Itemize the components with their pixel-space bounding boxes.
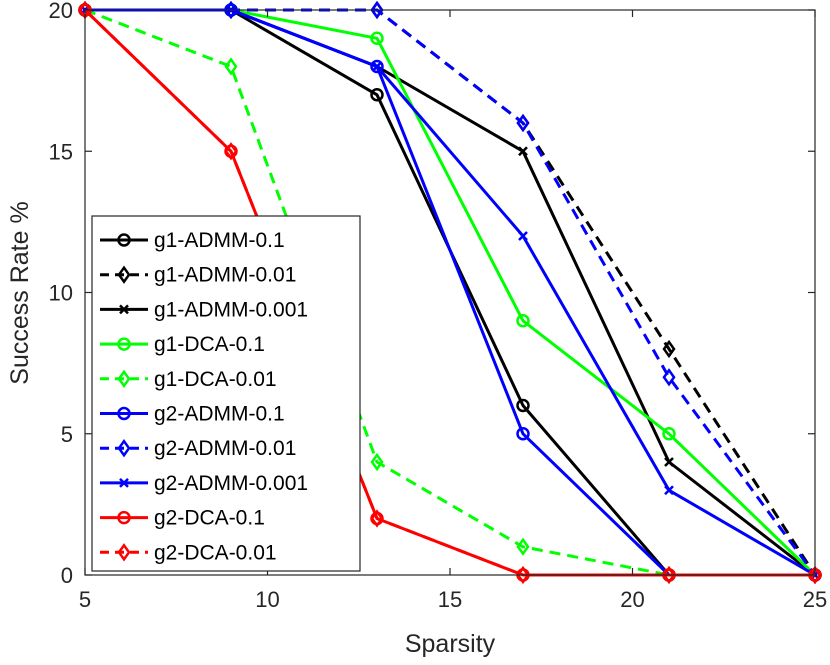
legend-marker	[117, 233, 131, 247]
x-tick-label: 25	[803, 587, 827, 612]
data-point	[372, 61, 382, 72]
data-point	[662, 427, 676, 441]
legend-item: g2-ADMM-0.1	[100, 403, 285, 426]
legend-item: g2-ADMM-0.01	[100, 437, 296, 460]
data-point	[370, 0, 384, 20]
legend-item: g1-DCA-0.1	[100, 333, 265, 356]
legend-marker	[117, 439, 131, 458]
y-tick-label: 5	[61, 422, 73, 447]
data-point	[664, 485, 674, 496]
data-point	[516, 427, 530, 441]
legend-marker	[117, 369, 131, 388]
data-point	[370, 509, 384, 528]
data-point	[518, 231, 528, 241]
legend-label: g1-ADMM-0.01	[154, 264, 296, 287]
data-point	[516, 537, 530, 556]
y-tick-label: 20	[49, 0, 73, 23]
data-point	[516, 398, 530, 413]
data-point	[518, 146, 528, 157]
data-point	[224, 57, 238, 76]
legend-marker	[117, 265, 131, 284]
legend-marker	[119, 478, 129, 488]
legend-label: g1-DCA-0.01	[154, 368, 277, 391]
legend-item: g2-ADMM-0.001	[100, 472, 308, 495]
legend-item: g2-DCA-0.1	[100, 507, 265, 530]
data-point	[662, 368, 676, 387]
legend-marker	[117, 406, 131, 421]
legend-marker	[117, 510, 131, 525]
x-tick-label: 10	[255, 587, 279, 612]
legend-label: g1-ADMM-0.1	[154, 229, 285, 252]
y-tick-label: 0	[61, 563, 73, 588]
series-line	[85, 8, 817, 576]
legend-label: g1-DCA-0.1	[154, 333, 265, 356]
x-tick-label: 5	[79, 587, 91, 612]
data-point	[224, 142, 238, 161]
legend-marker	[119, 304, 129, 315]
data-point	[516, 565, 530, 585]
x-tick-label: 20	[620, 587, 644, 612]
legend-item: g2-DCA-0.01	[100, 541, 277, 564]
x-tick-label: 15	[438, 587, 462, 612]
legend: g1-ADMM-0.1 g1-ADMM-0.01 g1-ADMM-0.001 g1-D…	[91, 215, 361, 572]
legend-item: g1-ADMM-0.1	[100, 229, 285, 252]
data-point	[808, 565, 822, 585]
legend-marker	[117, 543, 131, 562]
legend-label: g2-ADMM-0.001	[154, 472, 308, 495]
data-point	[370, 88, 384, 102]
legend-label: g2-DCA-0.1	[154, 507, 265, 530]
legend-label: g2-DCA-0.01	[154, 541, 277, 564]
legend-item: g1-DCA-0.01	[100, 368, 277, 391]
y-axis-label: Success Rate %	[6, 201, 34, 384]
data-point	[662, 565, 676, 585]
legend-marker	[117, 337, 131, 351]
y-tick-label: 10	[49, 281, 73, 306]
legend-label: g2-ADMM-0.1	[154, 403, 285, 426]
data-point	[370, 452, 384, 472]
y-tick-label: 15	[49, 139, 73, 164]
data-point	[370, 31, 384, 45]
legend-label: g2-ADMM-0.01	[154, 437, 296, 460]
data-point	[662, 339, 676, 359]
legend-item: g1-ADMM-0.001	[100, 298, 308, 321]
legend-label: g1-ADMM-0.001	[154, 298, 308, 321]
data-point	[370, 59, 384, 74]
x-axis-label: Sparsity	[405, 630, 496, 658]
data-point	[516, 113, 530, 133]
legend-item: g1-ADMM-0.01	[100, 264, 296, 287]
data-point	[664, 457, 674, 467]
data-point	[516, 314, 530, 328]
